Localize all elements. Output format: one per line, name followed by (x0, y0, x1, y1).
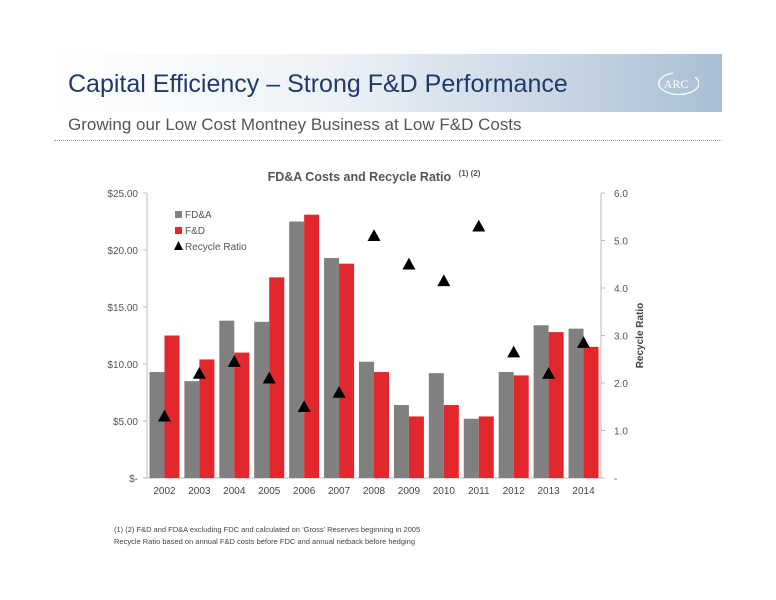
y-right-tick-label: 5.0 (614, 237, 628, 248)
recycle-ratio-marker (437, 274, 451, 287)
plot-area: $- $5.00 $10.00 $15.00 $20.00 $25.00 - 1.0 2.0 3.… (107, 189, 646, 497)
x-tick-label: 2003 (188, 486, 211, 497)
y-left-tick-label: $15.00 (107, 303, 138, 314)
y-right-tick-label: 4.0 (614, 284, 628, 295)
recycle-ratio-marker (402, 257, 416, 270)
bar-fd (164, 335, 180, 478)
x-tick-label: 2011 (468, 486, 490, 497)
bar-fd (513, 375, 529, 478)
page-subtitle: Growing our Low Cost Montney Business at… (68, 115, 522, 134)
page-title: Capital Efficiency – Strong F&D Performa… (68, 70, 568, 98)
y-right-axis-label: Recycle Ratio (635, 303, 646, 369)
x-tick-label: 2013 (537, 486, 560, 497)
chart-title: FD&A Costs and Recycle Ratio (1) (2) (268, 169, 481, 184)
bar-fd (478, 416, 494, 478)
bar-fd (548, 332, 564, 478)
y-right-tick-label: - (614, 474, 617, 485)
x-tick-label: 2014 (572, 486, 595, 497)
y-left-tick-label: $- (129, 474, 138, 485)
bar-fda (463, 418, 479, 478)
title-banner (54, 54, 722, 112)
arc-logo: ARC (658, 72, 699, 95)
bar-fda (393, 405, 409, 478)
bar-fda (184, 381, 200, 478)
bar-fda (254, 321, 270, 478)
bar-fda (219, 320, 235, 478)
footnote-1: (1) (2) F&D and FD&A excluding FDC and c… (114, 525, 421, 534)
legend-label: Recycle Ratio (185, 242, 247, 253)
x-tick-label: 2008 (363, 486, 386, 497)
y-left-tick-label: $20.00 (107, 246, 138, 257)
bar-fd (339, 263, 355, 478)
bar-fd (374, 371, 389, 478)
recycle-ratio-marker (297, 400, 311, 412)
y-left-tick-label: $10.00 (107, 360, 138, 371)
bar-fd (199, 359, 215, 478)
bar-fda (533, 325, 549, 478)
footnote-2: Recycle Ratio based on annual F&D costs … (114, 537, 416, 546)
x-tick-label: 2006 (293, 486, 316, 497)
recycle-ratio-marker (192, 367, 206, 379)
legend-swatch (175, 211, 182, 218)
legend-swatch (174, 241, 183, 250)
y-right-tick-label: 3.0 (614, 332, 628, 343)
chart-title-text: FD&A Costs and Recycle Ratio (268, 170, 452, 184)
recycle-ratio-marker (262, 371, 276, 384)
bar-fd (443, 405, 459, 478)
x-tick-label: 2004 (223, 486, 246, 497)
bar-fda (324, 257, 340, 478)
recycle-ratio-marker (577, 336, 591, 348)
x-tick-label: 2010 (433, 486, 456, 497)
x-tick-label: 2012 (503, 486, 526, 497)
bar-fda (568, 328, 584, 478)
recycle-ratio-marker (227, 355, 241, 367)
bar-fd (234, 352, 250, 478)
bar-fda (149, 371, 165, 478)
legend-label: F&D (185, 226, 205, 237)
x-tick-label: 2005 (258, 486, 281, 497)
recycle-ratio-marker (157, 409, 171, 422)
x-tick-label: 2007 (328, 486, 351, 497)
recycle-ratio-marker (332, 386, 346, 398)
recycle-ratio-marker (542, 367, 556, 379)
y-right-tick-label: 2.0 (614, 379, 628, 390)
bar-fda (359, 361, 374, 478)
bar-fda (289, 221, 305, 478)
legend-label: FD&A (185, 210, 212, 221)
y-right-tick-label: 1.0 (614, 427, 628, 438)
chart-title-superscript: (1) (2) (459, 169, 481, 178)
legend-swatch (175, 227, 182, 234)
bar-fda (428, 373, 444, 478)
bar-fda (498, 371, 514, 478)
y-right-tick-label: 6.0 (614, 189, 628, 200)
x-tick-label: 2002 (153, 486, 176, 497)
bar-fd (583, 346, 599, 478)
logo-text: ARC (664, 77, 689, 91)
divider (54, 140, 722, 141)
y-left-tick-label: $25.00 (107, 189, 138, 200)
y-left-tick-label: $5.00 (113, 417, 138, 428)
bar-fd (408, 416, 424, 478)
recycle-ratio-marker (367, 229, 381, 241)
bar-fd (304, 214, 320, 478)
recycle-ratio-marker (472, 219, 486, 232)
x-tick-label: 2009 (398, 486, 421, 497)
bar-fd (269, 277, 285, 478)
recycle-ratio-marker (507, 345, 521, 358)
